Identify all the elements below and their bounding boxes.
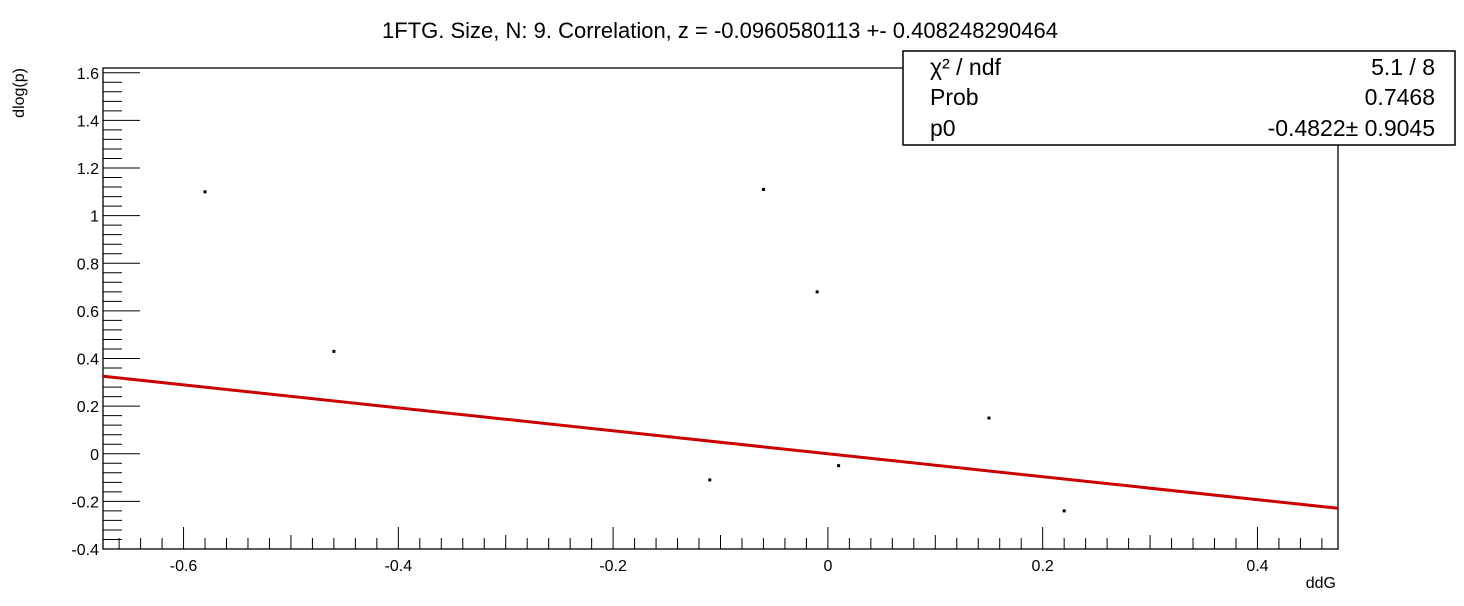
data-point [708, 478, 712, 482]
y-tick-label: 1.2 [77, 161, 99, 178]
y-tick-label: 0 [90, 447, 99, 464]
y-axis-label: dlog(p) [11, 68, 28, 118]
data-point [203, 190, 207, 194]
x-axis-ticks: -0.6 -0.4 -0.2 0 0.2 0.4 [118, 527, 1323, 575]
data-point [1062, 509, 1066, 513]
stats-value-chi2: 5.1 / 8 [1371, 54, 1435, 80]
data-point [837, 464, 841, 468]
x-tick-label: -0.6 [170, 558, 198, 575]
y-tick-label: 0.2 [77, 399, 99, 416]
data-point [815, 290, 819, 294]
stats-value-prob: 0.7468 [1365, 84, 1435, 110]
x-tick-label: -0.2 [599, 558, 627, 575]
x-axis-label: ddG [1306, 575, 1336, 592]
chart-title: 1FTG. Size, N: 9. Correlation, z = -0.09… [382, 18, 1058, 43]
data-point [332, 349, 336, 353]
y-tick-label: 0.4 [77, 352, 99, 369]
stats-box-frame [902, 50, 1456, 146]
y-tick-label: 1.6 [77, 66, 99, 83]
stats-value-p0: -0.4822± 0.9045 [1268, 115, 1435, 141]
fit-line-layer [102, 374, 1339, 510]
stats-label-prob: Prob [930, 84, 979, 110]
stats-box: χ² / ndf 5.1 / 8 Prob 0.7468 p0 -0.4822±… [902, 50, 1456, 146]
y-tick-label: -0.2 [71, 494, 99, 511]
stats-label-chi2: χ² / ndf [930, 54, 1001, 80]
y-axis-ticks: -0.4 -0.2 0 0.2 0.4 0.6 0.8 1 1.2 1.4 1.6 [71, 66, 140, 559]
data-points [203, 187, 1066, 513]
y-tick-label: 1.4 [77, 113, 99, 130]
y-tick-label: -0.4 [71, 542, 99, 559]
x-tick-label: -0.4 [385, 558, 413, 575]
x-tick-label: 0.4 [1246, 558, 1268, 575]
x-tick-label: 0.2 [1032, 558, 1054, 575]
stats-label-p0: p0 [930, 115, 956, 141]
x-tick-label: 0 [823, 558, 832, 575]
data-point [987, 416, 991, 420]
fit-line [102, 374, 1339, 510]
data-point [761, 187, 765, 191]
y-tick-label: 0.6 [77, 304, 99, 321]
y-tick-label: 1 [90, 209, 99, 226]
y-tick-label: 0.8 [77, 256, 99, 273]
